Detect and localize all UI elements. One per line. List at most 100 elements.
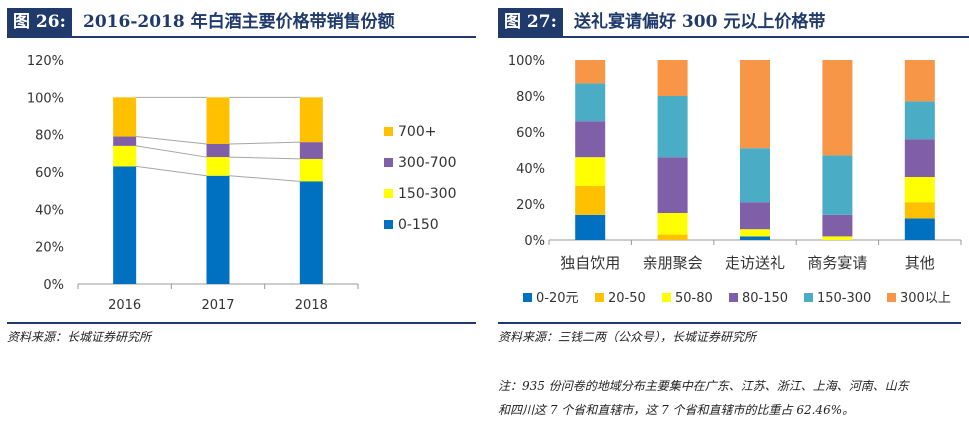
y-tick-label: 0% bbox=[524, 234, 545, 249]
y-tick-label: 0% bbox=[43, 278, 64, 293]
legend-label: 0-150 bbox=[398, 217, 439, 233]
bar-segment-80-150 bbox=[822, 214, 853, 237]
bar-segment-700+ bbox=[206, 97, 230, 144]
bar-segment-80-150 bbox=[904, 139, 935, 177]
bar-segment-700+ bbox=[113, 97, 137, 137]
figure-26-label: 图 26: bbox=[7, 8, 72, 36]
bar-segment-300-700 bbox=[299, 142, 323, 159]
figure-26-source: 资料来源：长城证券研究所 bbox=[7, 322, 476, 346]
y-tick-label: 40% bbox=[516, 162, 545, 177]
bar-segment-20-50 bbox=[904, 202, 935, 219]
figure-27-panel: 图 27: 送礼宴请偏好 300 元以上价格带 0% 20% 40% 60% 80% 10… bbox=[491, 0, 969, 436]
bar-segment-150-300 bbox=[740, 148, 770, 203]
legend-swatch-0-150 bbox=[384, 220, 393, 229]
legend-swatch-80-150 bbox=[729, 293, 738, 302]
bar-segment-50-80 bbox=[904, 177, 935, 203]
series-connector-line bbox=[229, 175, 300, 182]
x-tick-label: 独自饮用 bbox=[560, 254, 620, 272]
legend-swatch-700+ bbox=[384, 127, 393, 136]
series-connector-line bbox=[229, 156, 300, 160]
bar-segment-80-150 bbox=[575, 121, 606, 158]
legend-swatch-0-20元 bbox=[523, 293, 532, 302]
bar-segment-300-700 bbox=[206, 144, 230, 158]
legend-label: 0-20元 bbox=[536, 291, 579, 306]
bar-segment-150-300 bbox=[206, 157, 230, 176]
bar-segment-50-80 bbox=[575, 157, 606, 186]
bar-segment-20-50 bbox=[575, 186, 606, 215]
series-connector-line bbox=[136, 136, 207, 145]
bar-segment-300以上 bbox=[904, 60, 935, 102]
legend-swatch-150-300 bbox=[384, 189, 393, 198]
bar-segment-0-20元 bbox=[575, 214, 606, 240]
legend-swatch-50-80 bbox=[662, 293, 671, 302]
bar-segment-20-50 bbox=[657, 234, 688, 240]
bar-segment-50-80 bbox=[657, 213, 688, 235]
bar-segment-300以上 bbox=[740, 60, 770, 149]
figure-27-note-line-2: 和四川这 7 个省和直辖市，这 7 个省和直辖市的比重占 62.46%。 bbox=[498, 403, 855, 417]
y-tick-label: 20% bbox=[35, 241, 64, 256]
legend-swatch-20-50 bbox=[595, 293, 604, 302]
figure-27-note-line-1: 注：935 份问卷的地域分布主要集中在广东、江苏、浙江、上海、河南、山东 bbox=[498, 379, 909, 393]
series-connector-line bbox=[136, 145, 207, 158]
figure-26-title-bar: 图 26: 2016-2018 年白酒主要价格带销售份额 bbox=[7, 8, 476, 38]
legend-label: 300-700 bbox=[398, 155, 457, 171]
figure-27-source: 资料来源：三钱二两（公众号），长城证券研究所 bbox=[498, 322, 961, 346]
bar-segment-0-150 bbox=[299, 181, 323, 284]
figure-27-title-bar: 图 27: 送礼宴请偏好 300 元以上价格带 bbox=[498, 8, 969, 38]
bar-segment-150-300 bbox=[904, 101, 935, 140]
bar-segment-0-20元 bbox=[904, 218, 935, 240]
x-tick-label: 商务宴请 bbox=[807, 254, 867, 272]
bar-segment-0-150 bbox=[113, 166, 137, 284]
y-tick-label: 80% bbox=[35, 129, 64, 144]
x-tick-label: 2016 bbox=[108, 298, 141, 313]
y-tick-label: 60% bbox=[516, 126, 545, 141]
figure-26-panel: 图 26: 2016-2018 年白酒主要价格带销售份额 0% 20% 40% 60%… bbox=[0, 0, 476, 436]
y-tick-label: 20% bbox=[516, 198, 545, 213]
bar-segment-700+ bbox=[299, 97, 323, 143]
y-tick-label: 120% bbox=[27, 54, 64, 69]
bar-segment-300-700 bbox=[113, 136, 137, 146]
bar-segment-300以上 bbox=[575, 60, 606, 84]
bar-segment-0-150 bbox=[206, 175, 230, 284]
bar-segment-50-80 bbox=[822, 236, 853, 240]
legend-swatch-300-700 bbox=[384, 158, 393, 167]
legend-swatch-300以上 bbox=[887, 293, 896, 302]
x-tick-label: 2018 bbox=[295, 298, 328, 313]
series-connector-line bbox=[136, 165, 207, 177]
x-tick-label: 走访送礼 bbox=[725, 254, 785, 272]
figure-27-label: 图 27: bbox=[498, 8, 563, 36]
bar-segment-150-300 bbox=[113, 145, 137, 167]
y-tick-label: 80% bbox=[516, 90, 545, 105]
legend-label: 20-50 bbox=[608, 291, 646, 306]
x-tick-label: 亲朋聚会 bbox=[643, 254, 703, 272]
y-tick-label: 40% bbox=[35, 203, 64, 218]
y-tick-label: 60% bbox=[35, 166, 64, 181]
bar-segment-80-150 bbox=[657, 157, 688, 213]
legend-label: 80-150 bbox=[742, 291, 788, 306]
x-tick-label: 其他 bbox=[905, 254, 935, 272]
y-tick-label: 100% bbox=[508, 54, 545, 69]
legend-label: 150-300 bbox=[398, 186, 457, 202]
legend-swatch-150-300 bbox=[804, 293, 813, 302]
series-connector-line bbox=[229, 141, 300, 145]
bar-segment-0-20元 bbox=[740, 236, 770, 240]
bar-segment-80-150 bbox=[740, 202, 770, 230]
figure-27-note: 注：935 份问卷的地域分布主要集中在广东、江苏、浙江、上海、河南、山东 和四川… bbox=[498, 374, 965, 422]
legend-label: 150-300 bbox=[817, 291, 871, 306]
legend-label: 50-80 bbox=[675, 291, 713, 306]
y-tick-label: 100% bbox=[27, 91, 64, 106]
bar-segment-150-300 bbox=[822, 155, 853, 215]
bar-segment-300以上 bbox=[657, 60, 688, 96]
bar-segment-150-300 bbox=[299, 158, 323, 182]
figure-27-title: 送礼宴请偏好 300 元以上价格带 bbox=[574, 12, 826, 32]
figure-27-chart: 0% 20% 40% 60% 80% 100% 独自饮用 亲朋聚会 走访送礼 商务宴请 其他 0-20… bbox=[508, 54, 962, 306]
figure-26-title: 2016-2018 年白酒主要价格带销售份额 bbox=[83, 12, 395, 32]
bar-segment-150-300 bbox=[575, 83, 606, 122]
x-tick-label: 2017 bbox=[201, 298, 234, 313]
legend-label: 700+ bbox=[398, 124, 436, 140]
bar-segment-300以上 bbox=[822, 60, 853, 156]
legend-label: 300以上 bbox=[900, 291, 951, 306]
bar-segment-50-80 bbox=[740, 229, 770, 237]
figure-26-chart: 0% 20% 40% 60% 80% 100% 120% 2016 2017 2018 700+ 30… bbox=[27, 54, 457, 313]
bar-segment-150-300 bbox=[657, 96, 688, 158]
